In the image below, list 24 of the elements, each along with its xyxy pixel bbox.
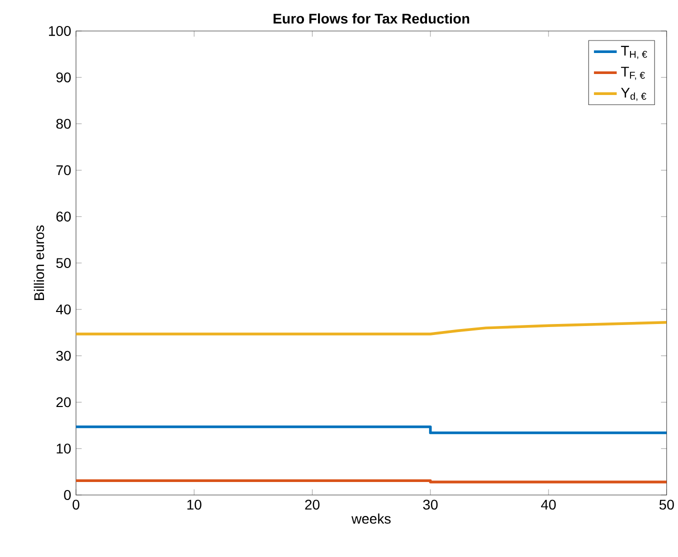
x-tick-label: 50 [659,500,674,510]
y-tick-label: 0 [64,490,71,500]
x-tick-label: 30 [423,500,438,510]
legend-label: Y$_{d, €}$ [621,88,646,101]
x-tick-label: 10 [187,500,202,510]
y-tick-label: 70 [56,165,71,176]
y-tick-label: 40 [56,304,71,314]
y-axis-title: Billion euros [34,225,44,300]
y-tick-label: 30 [56,350,71,361]
x-tick-label: 0 [72,500,80,510]
chart-title: Euro Flows for Tax Reduction [274,13,470,24]
y-tick-label: 90 [56,72,71,82]
x-tick-label: 20 [305,500,320,510]
line-series [76,321,667,336]
legend-label: T$_{H, €}$ [621,46,648,59]
y-tick-label: 50 [56,258,71,268]
y-tick-label: 60 [56,212,71,222]
y-tick-label: 10 [56,444,71,454]
x-axis-title: weeks [351,513,391,524]
y-tick-label: 20 [56,397,71,408]
legend-label: T$_{F, €}$ [621,66,645,80]
x-tick-label: 40 [541,500,556,510]
y-tick-label: 80 [56,118,71,129]
y-tick-label: 100 [49,26,71,36]
